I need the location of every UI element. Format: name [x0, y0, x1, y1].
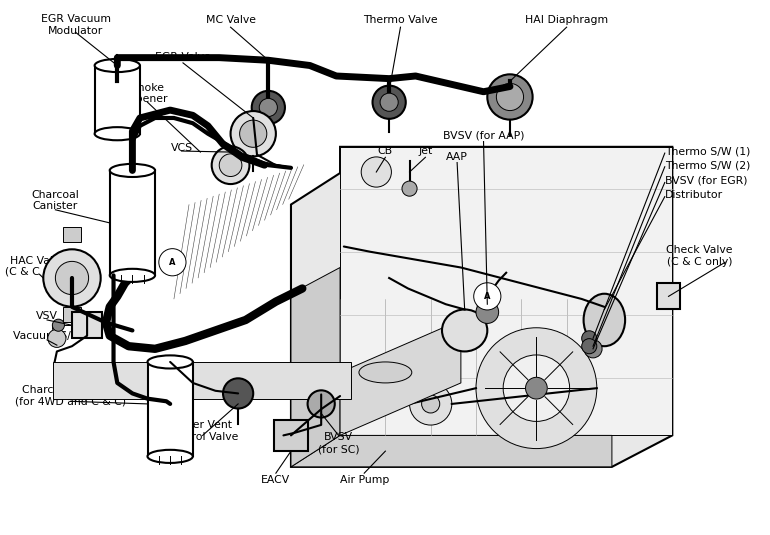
Circle shape	[476, 328, 597, 448]
Text: Vacuum S/W: Vacuum S/W	[13, 331, 82, 341]
Text: Charcoal
Canister: Charcoal Canister	[32, 189, 79, 211]
Ellipse shape	[95, 127, 140, 140]
Text: AAP: AAP	[446, 152, 468, 162]
Ellipse shape	[95, 59, 140, 72]
Ellipse shape	[359, 362, 412, 383]
Text: Thermo S/W (1): Thermo S/W (1)	[665, 146, 750, 156]
Bar	[63, 307, 81, 323]
Text: VCS: VCS	[170, 143, 192, 153]
Text: BVSV
(for SC): BVSV (for SC)	[318, 432, 360, 454]
Bar	[53, 362, 351, 399]
Circle shape	[497, 83, 524, 111]
Circle shape	[43, 249, 101, 307]
Ellipse shape	[110, 269, 155, 282]
Ellipse shape	[148, 355, 192, 369]
Bar	[274, 419, 307, 451]
Circle shape	[487, 74, 533, 120]
Text: Air Pump: Air Pump	[340, 475, 389, 485]
Circle shape	[525, 377, 547, 399]
Polygon shape	[291, 435, 612, 467]
Bar	[658, 283, 680, 309]
Circle shape	[48, 329, 66, 347]
Text: Thermo S/W (2): Thermo S/W (2)	[665, 160, 750, 170]
Text: CB: CB	[378, 146, 393, 156]
Circle shape	[212, 146, 249, 184]
Circle shape	[159, 249, 186, 276]
Bar	[95, 65, 140, 134]
Text: Check Valve
(C & C only): Check Valve (C & C only)	[666, 245, 733, 267]
Text: (: (	[51, 323, 55, 332]
Circle shape	[402, 181, 417, 196]
Circle shape	[252, 91, 285, 124]
Ellipse shape	[442, 309, 487, 351]
Text: Charcoal Canister
(for 4WD and C & C): Charcoal Canister (for 4WD and C & C)	[15, 385, 126, 407]
Bar	[148, 362, 192, 456]
Circle shape	[239, 120, 267, 147]
Circle shape	[474, 283, 501, 310]
Ellipse shape	[584, 294, 625, 346]
Circle shape	[581, 339, 597, 354]
Circle shape	[422, 395, 440, 413]
Polygon shape	[291, 268, 340, 467]
Ellipse shape	[148, 450, 192, 463]
Text: VSV: VSV	[36, 311, 58, 321]
Polygon shape	[340, 320, 461, 435]
Text: A: A	[484, 292, 490, 301]
Circle shape	[307, 391, 335, 417]
Circle shape	[55, 262, 89, 295]
Ellipse shape	[110, 164, 155, 177]
Polygon shape	[340, 147, 672, 435]
Text: EGR Vacuum
Modulator: EGR Vacuum Modulator	[41, 14, 111, 36]
Circle shape	[219, 154, 242, 177]
Text: HAI Diaphragm: HAI Diaphragm	[525, 15, 608, 25]
Text: HAC Valve
(C & C only): HAC Valve (C & C only)	[5, 256, 71, 277]
Circle shape	[361, 157, 391, 187]
Circle shape	[259, 98, 277, 117]
Text: Jet: Jet	[418, 146, 433, 156]
Circle shape	[373, 86, 406, 119]
Bar	[110, 171, 155, 276]
Circle shape	[380, 93, 398, 111]
Bar	[72, 312, 102, 338]
Circle shape	[581, 331, 597, 346]
Text: Distributor: Distributor	[665, 190, 723, 200]
Text: BVSV (for AAP): BVSV (for AAP)	[443, 131, 524, 140]
Text: Outer Vent
Control Valve: Outer Vent Control Valve	[166, 421, 239, 442]
Polygon shape	[291, 147, 672, 467]
Circle shape	[503, 355, 570, 422]
Text: EGR Valve: EGR Valve	[155, 51, 211, 62]
Text: MC Valve: MC Valve	[206, 15, 256, 25]
Circle shape	[476, 301, 499, 324]
Bar	[63, 227, 81, 242]
Text: BVSV (for EGR): BVSV (for EGR)	[665, 176, 747, 186]
Text: EACV: EACV	[261, 475, 290, 485]
Circle shape	[223, 378, 253, 409]
Circle shape	[230, 111, 276, 156]
Circle shape	[52, 319, 65, 331]
Circle shape	[410, 383, 452, 425]
Text: Choke
Opener: Choke Opener	[127, 82, 168, 104]
Circle shape	[584, 340, 602, 358]
Text: A: A	[169, 258, 176, 267]
Text: Thermo Valve: Thermo Valve	[363, 15, 438, 25]
